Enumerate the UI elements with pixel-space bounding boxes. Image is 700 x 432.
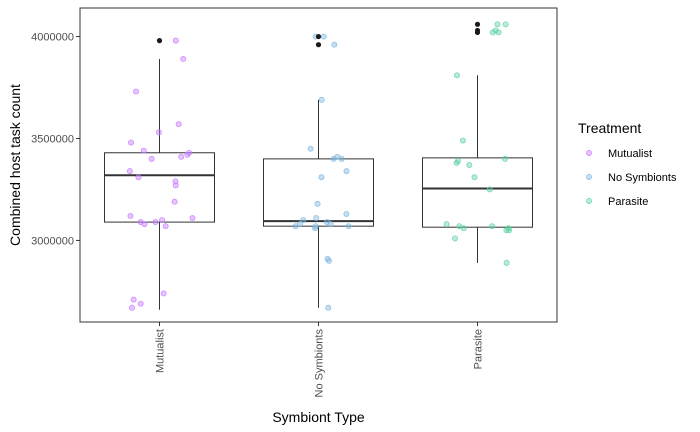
data-point bbox=[318, 96, 325, 103]
data-point bbox=[318, 174, 325, 181]
data-point bbox=[175, 121, 182, 128]
data-point bbox=[130, 296, 137, 303]
data-point bbox=[320, 33, 327, 40]
data-point bbox=[503, 227, 510, 234]
box bbox=[104, 152, 215, 223]
data-point bbox=[133, 88, 139, 95]
box bbox=[422, 157, 533, 228]
data-point bbox=[343, 210, 350, 217]
data-point bbox=[162, 223, 169, 230]
legend: Treatment Mutualist No Symbionts Parasite bbox=[578, 120, 677, 208]
data-point bbox=[486, 186, 493, 193]
box-group-1 bbox=[263, 99, 374, 308]
x-tick-label: No Symbionts bbox=[314, 329, 326, 398]
legend-label: Parasite bbox=[608, 196, 648, 208]
data-point bbox=[502, 155, 508, 162]
data-point bbox=[126, 168, 133, 175]
x-tick-label: Mutualist bbox=[155, 329, 167, 373]
data-point bbox=[453, 160, 460, 166]
legend-label: Mutualist bbox=[608, 148, 652, 160]
x-axis-title: Symbiont Type bbox=[272, 409, 365, 425]
data-point bbox=[312, 225, 319, 232]
data-point bbox=[502, 21, 509, 28]
data-point bbox=[159, 217, 166, 224]
data-point bbox=[313, 215, 320, 221]
data-point bbox=[307, 145, 314, 152]
data-point bbox=[180, 56, 187, 62]
data-point bbox=[503, 259, 510, 266]
data-point bbox=[460, 225, 467, 232]
data-point bbox=[155, 129, 162, 136]
data-point bbox=[160, 290, 167, 297]
data-point bbox=[326, 257, 332, 264]
data-point bbox=[452, 235, 458, 242]
data-point bbox=[137, 300, 144, 307]
data-point bbox=[300, 217, 307, 224]
data-point bbox=[489, 223, 496, 230]
data-point bbox=[345, 223, 352, 230]
plot-area bbox=[79, 7, 558, 323]
data-point bbox=[330, 155, 337, 162]
legend-key bbox=[586, 150, 592, 156]
outlier-point bbox=[474, 29, 481, 36]
data-point bbox=[178, 153, 185, 160]
outlier-point bbox=[474, 21, 481, 27]
data-point bbox=[338, 155, 345, 162]
outlier-point bbox=[315, 42, 322, 48]
legend-title: Treatment bbox=[578, 120, 641, 136]
box bbox=[263, 158, 374, 227]
data-point bbox=[172, 37, 179, 44]
data-point bbox=[471, 174, 478, 181]
x-tick-label: Parasite bbox=[473, 329, 485, 369]
data-point bbox=[140, 147, 147, 154]
data-point bbox=[128, 139, 135, 146]
data-point bbox=[189, 215, 196, 221]
data-point bbox=[325, 304, 332, 311]
outlier-point bbox=[315, 33, 322, 40]
data-point bbox=[171, 198, 178, 205]
legend-label: No Symbionts bbox=[608, 172, 677, 184]
data-point bbox=[172, 182, 179, 189]
data-point bbox=[459, 137, 466, 144]
box-group-2 bbox=[422, 75, 533, 263]
y-axis-title: Combined host task count bbox=[7, 84, 23, 246]
data-point bbox=[141, 221, 148, 228]
data-point bbox=[148, 155, 155, 162]
data-point bbox=[466, 162, 473, 168]
data-point bbox=[128, 304, 135, 311]
data-point bbox=[453, 72, 460, 79]
data-point bbox=[331, 41, 338, 48]
data-point bbox=[327, 221, 334, 228]
data-point bbox=[172, 178, 179, 185]
data-point bbox=[443, 221, 450, 228]
y-tick-label: 3000000 bbox=[31, 235, 74, 247]
data-point bbox=[135, 174, 142, 181]
outlier-point bbox=[156, 38, 163, 44]
axes: 3000000 3500000 4000000 Mutualist No Symbion… bbox=[31, 32, 484, 398]
legend-key bbox=[586, 198, 592, 204]
legend-key bbox=[586, 174, 592, 180]
y-tick-label: 4000000 bbox=[31, 32, 74, 44]
data-point bbox=[184, 151, 191, 158]
data-point bbox=[343, 168, 350, 175]
data-point bbox=[292, 223, 299, 230]
y-tick-label: 3500000 bbox=[31, 133, 74, 145]
data-point bbox=[314, 200, 321, 207]
data-point bbox=[495, 29, 502, 36]
data-point bbox=[494, 21, 501, 28]
data-point bbox=[489, 29, 496, 36]
data-point bbox=[127, 213, 134, 219]
box-group-0 bbox=[104, 58, 215, 310]
data-point bbox=[152, 219, 159, 226]
